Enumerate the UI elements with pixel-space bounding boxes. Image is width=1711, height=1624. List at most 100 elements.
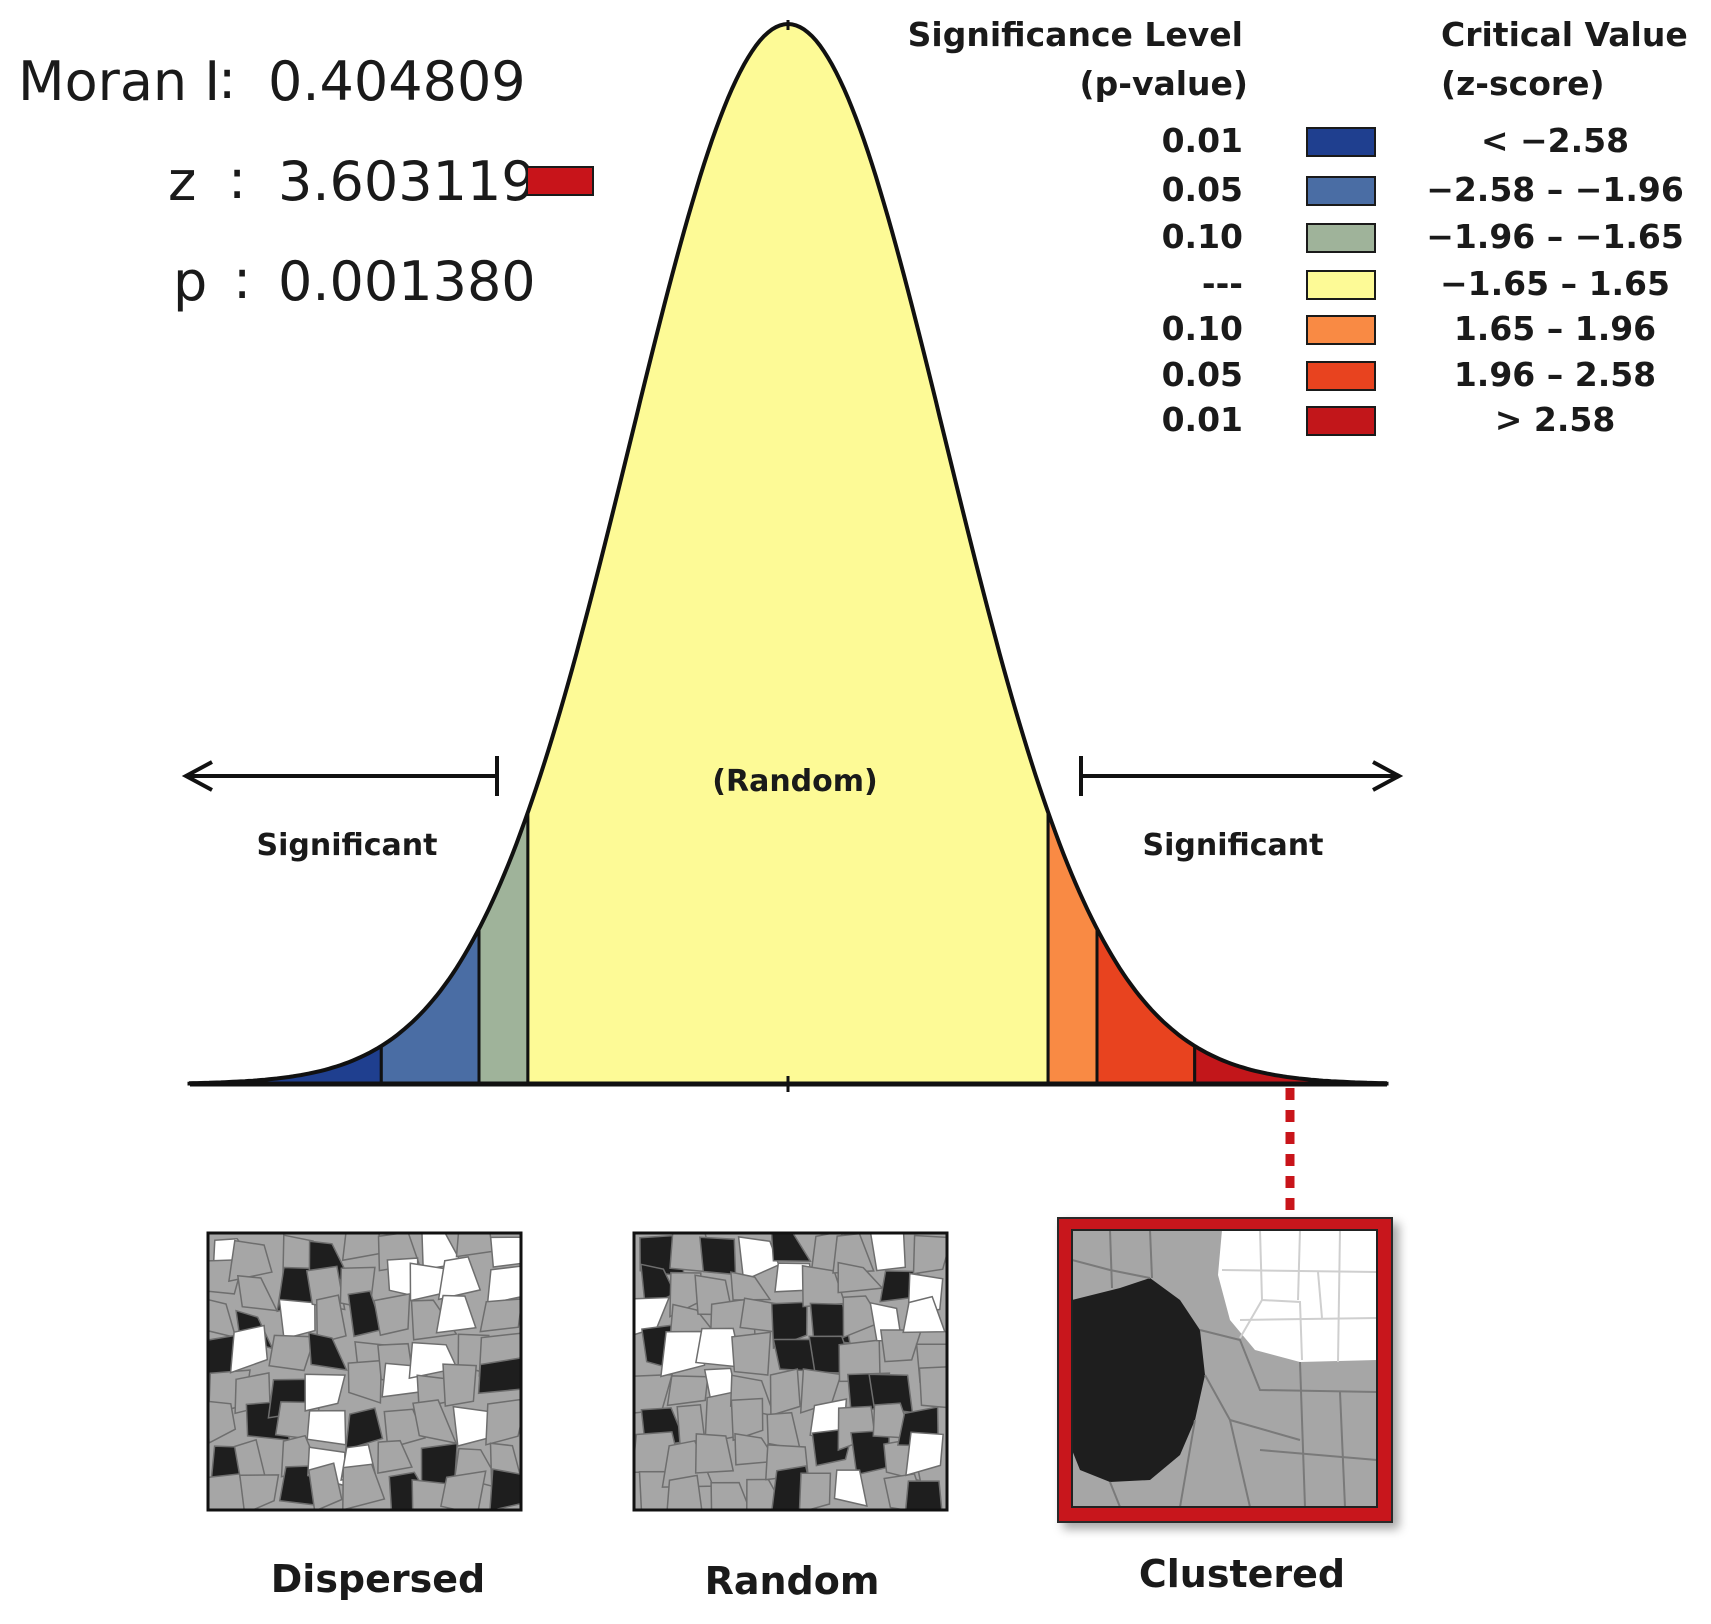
map-cell [694,1433,735,1474]
map-dispersed [206,1231,523,1512]
map-cell [455,1233,494,1258]
z-separator: : [228,148,246,211]
legend-swatch-0 [1306,127,1376,157]
moran-label: Moran I [18,50,220,113]
legend-swatch-2 [1306,223,1376,253]
map-cell [770,1233,812,1262]
map-cell [869,1233,907,1272]
map-cell [769,1368,801,1417]
map-cell [435,1294,477,1334]
right-significance-arrow [1079,756,1404,796]
map-cell [489,1468,521,1510]
legend-zscore-4: 1.65 – 1.96 [1454,309,1656,348]
map-cell [699,1236,737,1276]
map-cell [904,1480,943,1510]
legend-pvalue-2: 0.10 [1162,217,1243,256]
legend-zscore-1: −2.58 – −1.96 [1426,170,1684,209]
legend-swatch-6 [1306,406,1376,436]
map-label-dispersed: Dispersed [271,1557,486,1601]
map-cell [833,1469,868,1507]
moran-value: 0.404809 [268,50,526,113]
map-cell [437,1256,482,1301]
legend-zscore-2: −1.96 – −1.65 [1426,217,1684,256]
map-random [632,1231,949,1512]
map-cell [902,1295,946,1334]
map-cell [905,1431,944,1477]
z-marker-swatch [526,166,594,196]
pattern-maps: Dispersed Random [206,1217,1393,1603]
curve-region-green [477,811,530,1086]
map-cell [442,1363,478,1407]
curve-region-orange [1046,811,1099,1086]
p-value: 0.001380 [278,250,536,313]
legend-pvalue-1: 0.05 [1162,170,1243,209]
map-cell [307,1462,343,1510]
z-value: 3.603119 [278,150,536,213]
map-cell [477,1357,521,1395]
map-cell [304,1373,346,1412]
legend: Significance Level (p-value) Critical Va… [908,15,1688,439]
legend-sig-header-1: Significance Level [908,15,1243,54]
map-cell [731,1331,772,1376]
map-cell [383,1408,427,1450]
z-label: z [168,150,196,213]
legend-pvalue-6: 0.01 [1162,400,1243,439]
legend-swatch-1 [1306,176,1376,206]
map-cell [238,1474,280,1510]
curve-region-yellow [526,22,1050,1086]
left-significance-arrow [181,756,499,796]
legend-pvalue-3: --- [1202,264,1243,303]
map-cell [344,1407,384,1451]
map-cell [770,1301,808,1350]
legend-crit-header-1: Critical Value [1441,15,1688,54]
legend-zscore-3: −1.65 – 1.65 [1440,264,1670,303]
center-random-label: (Random) [712,764,877,799]
map-cell [479,1298,521,1333]
map-cell [660,1330,706,1378]
stats-block: Moran I : 0.404809 z : 3.603119 p : 0.00… [18,48,594,313]
legend-crit-header-2: (z-score) [1441,64,1605,103]
map-cell [377,1439,413,1474]
map-cell [208,1472,249,1510]
p-separator: : [233,248,251,311]
map-label-random: Random [705,1559,880,1603]
map-cell [268,1334,316,1372]
map-cell [308,1331,348,1371]
map-cell [278,1298,316,1340]
map-cell [489,1236,521,1268]
map-cell [486,1265,521,1305]
p-label: p [173,250,207,313]
map-cell [342,1463,386,1510]
map-cell [912,1234,947,1275]
legend-pvalue-4: 0.10 [1162,309,1243,348]
left-significant-label: Significant [257,828,438,863]
legend-zscore-6: > 2.58 [1495,400,1616,439]
moran-separator: : [218,48,236,111]
legend-pvalue-5: 0.05 [1162,355,1243,394]
legend-swatch-4 [1306,315,1376,345]
map-cell [918,1366,947,1409]
map-label-clustered: Clustered [1139,1552,1345,1596]
map-cell [373,1292,411,1337]
map-cell [229,1324,269,1374]
map-cell [315,1294,347,1345]
map-cell [341,1233,384,1262]
map-cell [306,1409,347,1446]
map-cell [666,1375,709,1407]
map-clustered [1057,1217,1393,1523]
legend-zscore-5: 1.96 – 2.58 [1454,355,1656,394]
map-cell [485,1398,521,1446]
legend-swatch-5 [1306,361,1376,391]
map-cell [798,1472,832,1510]
map-cell [440,1470,487,1510]
legend-zscore-0: < −2.58 [1481,121,1629,160]
legend-swatch-3 [1306,270,1376,300]
map-cell [710,1481,751,1510]
legend-sig-header-2: (p-value) [1080,64,1248,103]
map-cell [666,1474,703,1510]
map-cell [228,1239,273,1283]
right-significant-label: Significant [1143,828,1324,863]
legend-pvalue-0: 0.01 [1162,121,1243,160]
map-cell [730,1271,772,1301]
